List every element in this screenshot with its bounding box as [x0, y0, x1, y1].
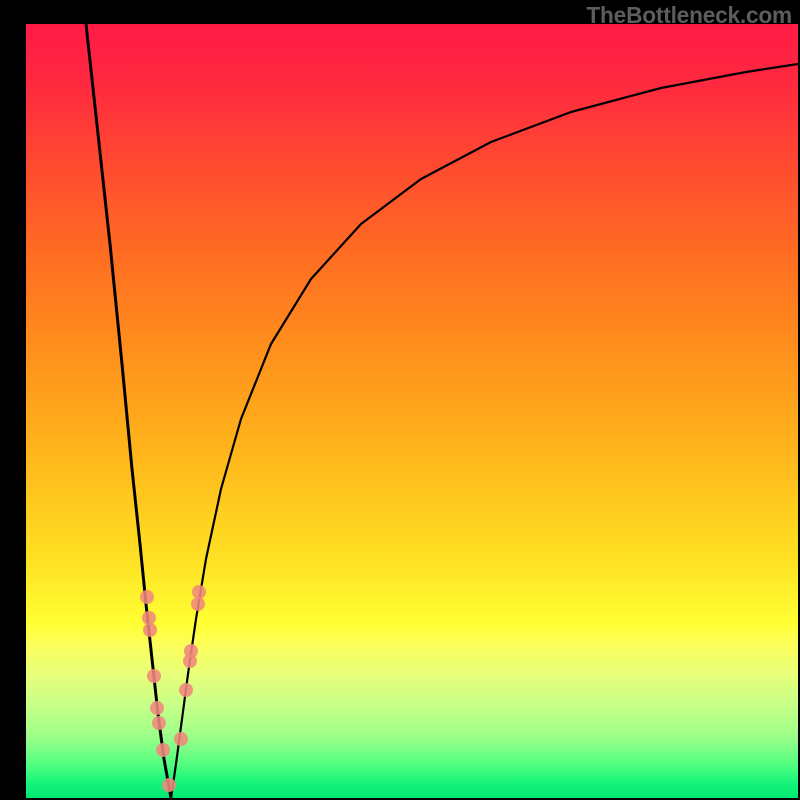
- scatter-dot: [147, 669, 161, 683]
- scatter-dot: [184, 644, 198, 658]
- scatter-dot: [179, 683, 193, 697]
- scatter-dot: [152, 716, 166, 730]
- watermark-text: TheBottleneck.com: [586, 2, 792, 29]
- scatter-dot: [156, 743, 170, 757]
- scatter-dot: [191, 597, 205, 611]
- scatter-dot: [174, 732, 188, 746]
- figure-root: { "canvas": { "width": 800, "height": 80…: [0, 0, 800, 800]
- scatter-dots-layer: [26, 24, 798, 798]
- scatter-dot: [143, 623, 157, 637]
- scatter-dot: [192, 585, 206, 599]
- scatter-dot: [140, 590, 154, 604]
- scatter-dot: [162, 778, 176, 792]
- plot-area: [26, 24, 798, 798]
- scatter-dot: [150, 701, 164, 715]
